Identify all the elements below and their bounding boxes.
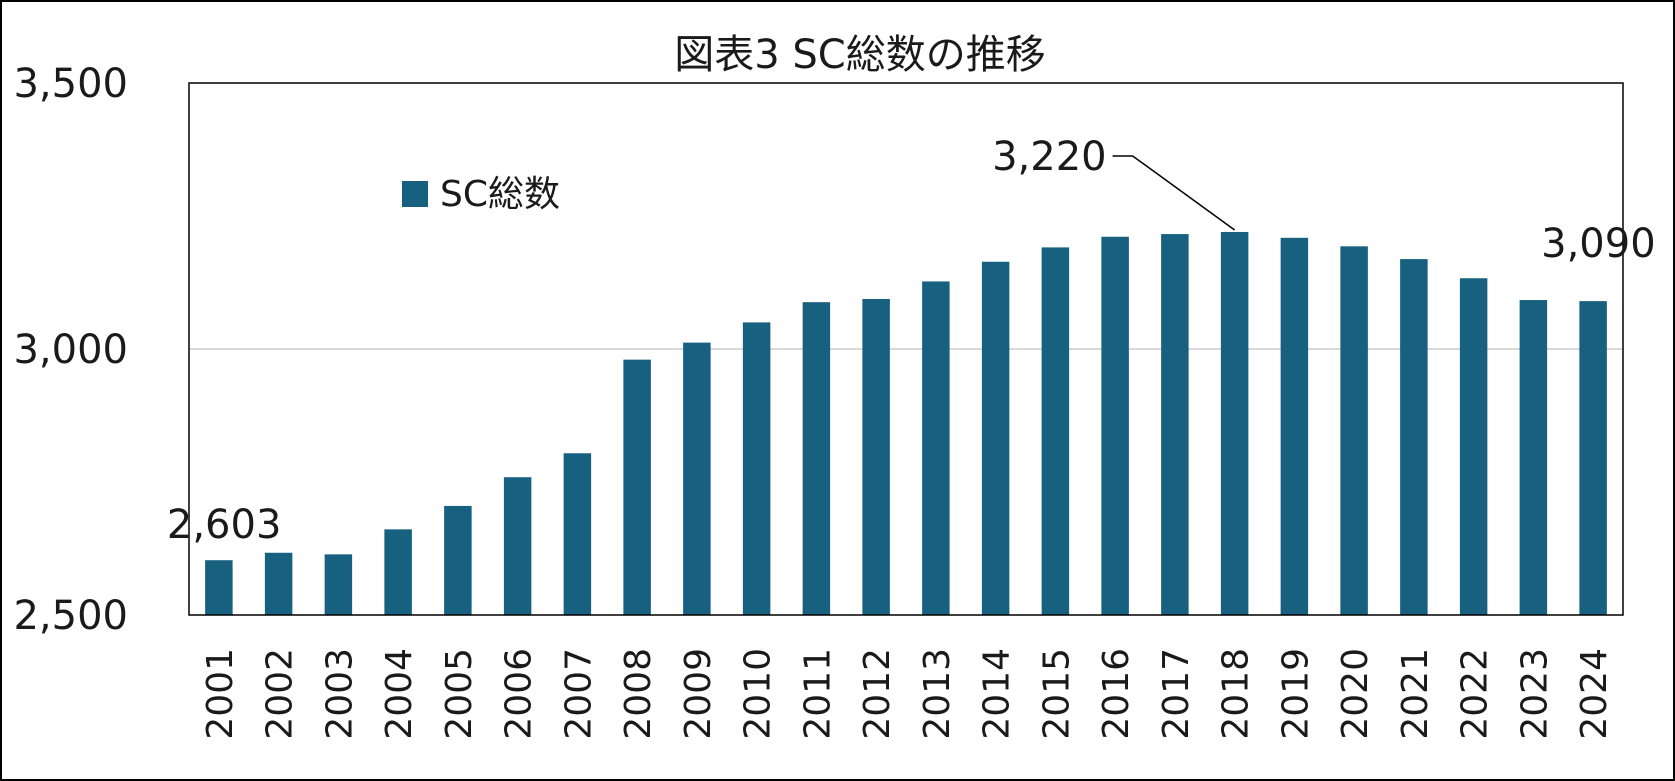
bar	[324, 554, 353, 615]
x-tick-label: 2014	[977, 648, 1018, 740]
bar	[1101, 236, 1129, 616]
y-axis: 2,500 3,000 3,500	[13, 61, 128, 639]
leader-line	[1112, 155, 1236, 231]
data-label: 3,090	[1541, 221, 1656, 267]
x-tick-label: 2009	[678, 648, 719, 740]
bar	[683, 342, 711, 615]
x-tick-label: 2022	[1455, 648, 1496, 740]
x-tick-label: 2002	[260, 648, 301, 740]
bar	[1400, 259, 1428, 615]
bar	[384, 529, 412, 615]
bar	[1280, 237, 1309, 615]
legend-swatch	[402, 181, 428, 207]
bar	[862, 298, 890, 615]
x-tick-label: 2019	[1275, 648, 1316, 740]
bar	[1340, 246, 1368, 615]
y-tick-label: 2,500	[13, 593, 128, 639]
y-tick-label: 3,000	[13, 327, 128, 373]
bar	[802, 302, 831, 615]
x-tick-label: 2005	[439, 648, 480, 740]
bar	[742, 322, 771, 615]
x-tick-label: 2004	[379, 648, 420, 740]
x-tick-label: 2003	[319, 648, 360, 740]
bar	[264, 552, 293, 615]
annotations: 2,603 3,220 3,090	[167, 134, 1656, 548]
plot-area-border	[188, 82, 1624, 616]
bar	[205, 560, 233, 615]
x-tick-label: 2008	[618, 648, 659, 740]
bar	[1579, 301, 1607, 615]
bar-layer	[205, 231, 1607, 616]
bar	[563, 453, 592, 615]
x-tick-label: 2017	[1156, 648, 1197, 740]
x-tick-label: 2012	[857, 648, 898, 740]
bar	[444, 505, 472, 615]
y-tick-label: 3,500	[13, 61, 128, 107]
data-label: 2,603	[167, 502, 282, 548]
chart-title: 図表3 SC総数の推移	[674, 32, 1045, 78]
bar	[1041, 247, 1070, 615]
x-tick-label: 2020	[1335, 648, 1376, 740]
x-tick-label: 2021	[1395, 648, 1436, 740]
x-axis: 2001 2002 2003 2004 2005 2006 2007 2008 2009 2010…	[200, 648, 1615, 740]
x-tick-label: 2024	[1574, 648, 1615, 740]
bar	[922, 281, 950, 615]
legend-label: SC総数	[440, 174, 560, 215]
bar	[1220, 231, 1249, 615]
x-tick-label: 2007	[558, 648, 599, 740]
bar	[981, 261, 1010, 615]
x-tick-label: 2013	[917, 648, 958, 740]
x-tick-label: 2015	[1036, 648, 1077, 740]
x-tick-label: 2011	[797, 648, 838, 740]
bar	[503, 477, 532, 615]
bar	[1459, 278, 1488, 615]
x-tick-label: 2006	[499, 648, 540, 740]
bar	[623, 359, 651, 615]
x-tick-label: 2016	[1096, 648, 1137, 740]
x-tick-label: 2001	[200, 648, 241, 740]
bar	[1519, 300, 1548, 615]
legend: SC総数	[402, 174, 560, 215]
x-tick-label: 2018	[1216, 648, 1257, 740]
data-label: 3,220	[992, 134, 1107, 180]
bar	[1161, 234, 1189, 615]
x-tick-label: 2010	[738, 648, 779, 740]
x-tick-label: 2023	[1514, 648, 1555, 740]
